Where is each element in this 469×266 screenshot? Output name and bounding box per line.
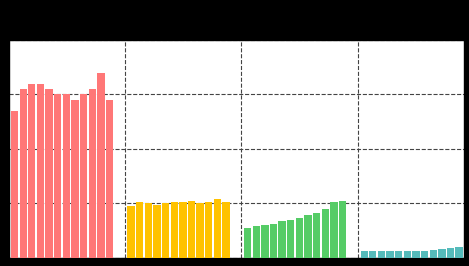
Bar [45, 89, 53, 258]
Bar [313, 213, 320, 258]
Bar [430, 250, 437, 258]
Bar [253, 226, 260, 258]
Bar [80, 94, 87, 258]
Bar [261, 225, 269, 258]
Bar [136, 202, 144, 258]
Bar [412, 251, 420, 258]
Bar [145, 203, 152, 258]
Bar [369, 251, 377, 258]
Bar [421, 251, 428, 258]
Bar [188, 201, 195, 258]
Bar [322, 209, 329, 258]
Bar [222, 202, 230, 258]
Bar [339, 201, 346, 258]
Bar [361, 251, 368, 258]
Bar [63, 94, 70, 258]
Bar [162, 203, 169, 258]
Bar [330, 202, 338, 258]
Bar [153, 205, 161, 258]
Bar [179, 202, 187, 258]
Bar [71, 100, 79, 258]
Bar [11, 111, 18, 258]
Bar [171, 202, 178, 258]
Bar [244, 228, 251, 258]
Bar [106, 100, 113, 258]
Bar [128, 206, 135, 258]
Bar [20, 89, 27, 258]
Bar [205, 202, 212, 258]
Bar [287, 220, 295, 258]
Bar [404, 251, 411, 258]
Bar [438, 249, 446, 258]
Bar [378, 251, 385, 258]
Bar [89, 89, 96, 258]
Bar [395, 251, 402, 258]
Bar [270, 224, 277, 258]
Bar [54, 94, 61, 258]
Bar [447, 248, 454, 258]
Bar [37, 84, 44, 258]
Bar [296, 218, 303, 258]
Bar [386, 251, 394, 258]
Bar [279, 222, 286, 258]
Bar [214, 199, 221, 258]
Bar [455, 247, 463, 258]
Bar [304, 215, 312, 258]
Bar [197, 203, 204, 258]
Bar [28, 84, 36, 258]
Bar [97, 73, 105, 258]
